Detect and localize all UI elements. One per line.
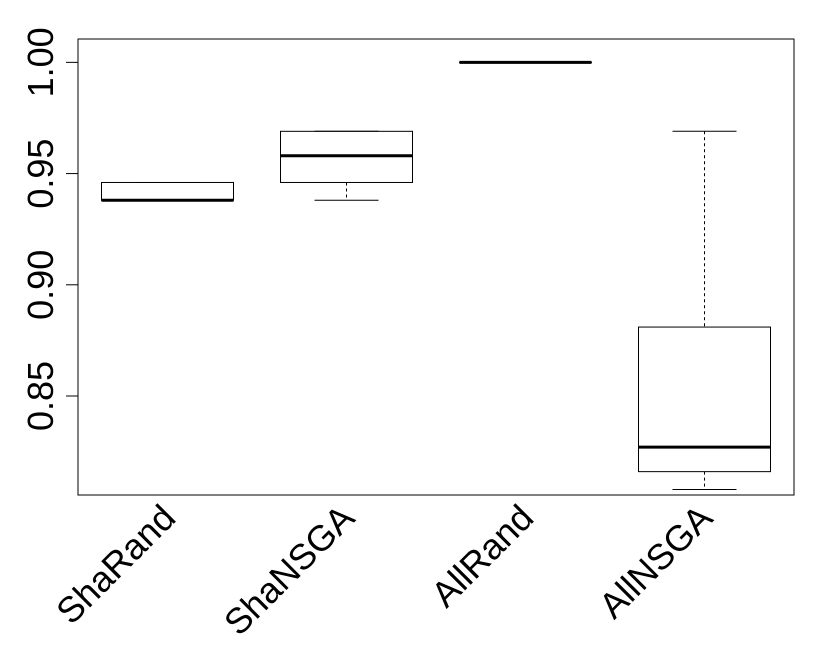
y-tick-label: 1.00	[20, 27, 61, 97]
x-tick-label-AllRand: AllRand	[423, 497, 541, 615]
x-tick-label-ShaRand: ShaRand	[48, 497, 183, 632]
y-tick-label: 0.85	[20, 361, 61, 431]
x-axis-labels: ShaRand ShaNSGA AllRand AllNSGA	[48, 497, 720, 643]
box-iqr	[638, 326, 771, 473]
box-AllNSGA	[638, 130, 771, 490]
plot-frame	[77, 38, 795, 496]
y-axis: 0.85 0.90 0.95 1.00	[20, 27, 79, 431]
box-ShaNSGA	[280, 130, 413, 201]
box-ShaRand	[101, 181, 234, 202]
x-tick-label-AllNSGA: AllNSGA	[591, 497, 720, 626]
y-tick-label: 0.95	[20, 139, 61, 209]
box-iqr	[101, 181, 234, 201]
y-tick-label: 0.90	[20, 250, 61, 320]
x-tick-label-ShaNSGA: ShaNSGA	[216, 497, 362, 643]
boxes	[101, 60, 771, 490]
